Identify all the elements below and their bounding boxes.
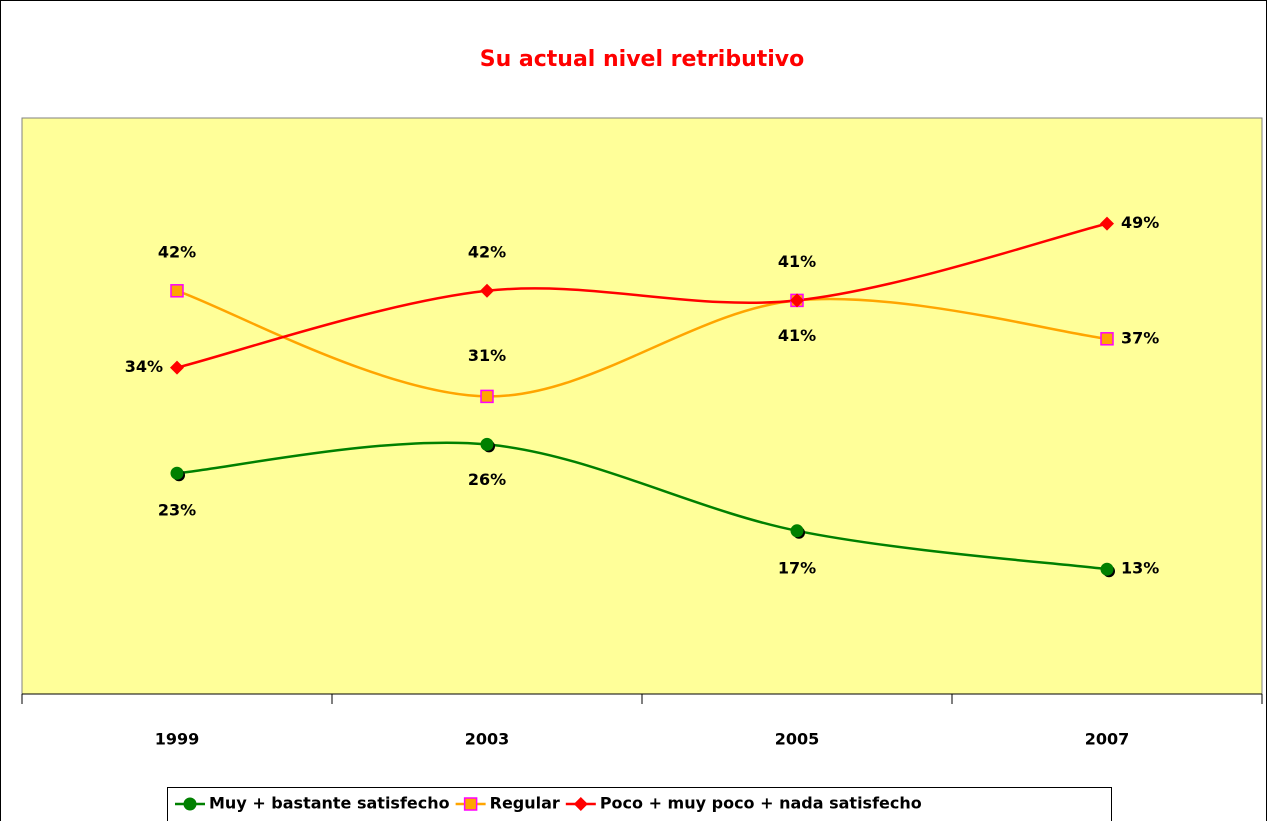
data-label: 37% (1121, 328, 1159, 347)
x-tick-label: 1999 (155, 730, 200, 749)
plot-area (21, 117, 1263, 695)
marker (463, 797, 478, 811)
data-label: 31% (468, 346, 506, 365)
marker (790, 524, 804, 538)
series-line (176, 222, 1108, 369)
data-label: 41% (778, 326, 816, 345)
data-label: 34% (125, 357, 163, 376)
x-tick-label: 2007 (1085, 730, 1130, 749)
data-label: 13% (1121, 559, 1159, 578)
marker (1100, 562, 1114, 576)
marker (480, 437, 494, 451)
marker (1100, 332, 1114, 346)
data-label: 41% (778, 252, 816, 271)
marker (790, 293, 804, 308)
data-label: 42% (468, 242, 506, 261)
data-label: 17% (778, 558, 816, 577)
marker (170, 284, 184, 298)
data-label: 23% (158, 501, 196, 520)
data-label: 42% (158, 242, 196, 261)
marker (183, 797, 197, 811)
series-line (176, 289, 1108, 398)
marker (480, 283, 494, 298)
marker (170, 360, 184, 375)
x-tick-label: 2005 (775, 730, 820, 749)
marker (170, 466, 184, 480)
marker (1100, 216, 1114, 231)
marker (480, 389, 494, 404)
x-tick-label: 2003 (465, 730, 510, 749)
data-label: 49% (1121, 213, 1159, 232)
series-line (176, 441, 1108, 571)
legend-label: Muy + bastante satisfecho (209, 794, 450, 813)
legend-box (167, 787, 1112, 821)
legend-label: Regular (490, 794, 560, 813)
chart-title: Su actual nivel retributivo (480, 47, 805, 72)
legend-label: Poco + muy poco + nada satisfecho (600, 794, 922, 813)
marker (573, 797, 588, 811)
data-label: 26% (468, 470, 506, 489)
